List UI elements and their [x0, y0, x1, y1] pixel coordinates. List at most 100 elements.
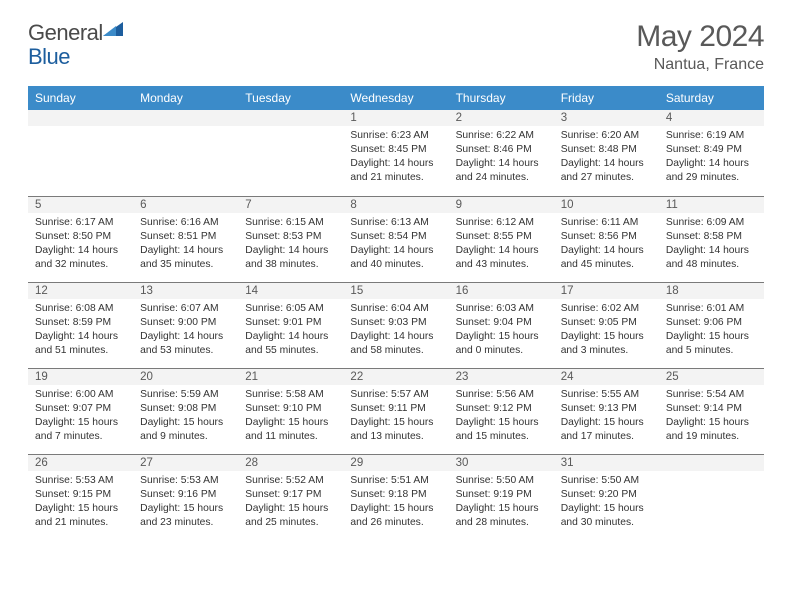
daylight-line-2: and 5 minutes. [666, 344, 757, 358]
calendar-day-cell: 1Sunrise: 6:23 AMSunset: 8:45 PMDaylight… [343, 110, 448, 196]
daylight-line-1: Daylight: 15 hours [456, 502, 547, 516]
day-number: 10 [554, 196, 659, 213]
daylight-line-1: Daylight: 14 hours [666, 244, 757, 258]
calendar-day-cell: 3Sunrise: 6:20 AMSunset: 8:48 PMDaylight… [554, 110, 659, 196]
calendar-day-cell: 14Sunrise: 6:05 AMSunset: 9:01 PMDayligh… [238, 282, 343, 368]
day-number: 3 [554, 110, 659, 126]
day-body: Sunrise: 6:16 AMSunset: 8:51 PMDaylight:… [133, 213, 238, 277]
day-number: 26 [28, 454, 133, 471]
calendar-day-cell: 18Sunrise: 6:01 AMSunset: 9:06 PMDayligh… [659, 282, 764, 368]
daylight-line-1: Daylight: 15 hours [350, 502, 441, 516]
daylight-line-2: and 28 minutes. [456, 516, 547, 530]
calendar-day-cell: 16Sunrise: 6:03 AMSunset: 9:04 PMDayligh… [449, 282, 554, 368]
daylight-line-1: Daylight: 14 hours [140, 244, 231, 258]
day-body: Sunrise: 6:07 AMSunset: 9:00 PMDaylight:… [133, 299, 238, 363]
day-number: 31 [554, 454, 659, 471]
day-number: 23 [449, 368, 554, 385]
daylight-line-2: and 19 minutes. [666, 430, 757, 444]
daylight-line-1: Daylight: 14 hours [561, 157, 652, 171]
daylight-line-2: and 48 minutes. [666, 258, 757, 272]
daylight-line-1: Daylight: 15 hours [561, 416, 652, 430]
sunrise-line: Sunrise: 6:22 AM [456, 129, 547, 143]
sunset-line: Sunset: 9:06 PM [666, 316, 757, 330]
calendar-day-cell: 19Sunrise: 6:00 AMSunset: 9:07 PMDayligh… [28, 368, 133, 454]
daylight-line-2: and 40 minutes. [350, 258, 441, 272]
daylight-line-1: Daylight: 14 hours [456, 157, 547, 171]
sunrise-line: Sunrise: 6:16 AM [140, 216, 231, 230]
sunrise-line: Sunrise: 6:04 AM [350, 302, 441, 316]
daylight-line-2: and 21 minutes. [35, 516, 126, 530]
daylight-line-2: and 32 minutes. [35, 258, 126, 272]
day-header: Sunday [28, 86, 133, 110]
sunrise-line: Sunrise: 5:57 AM [350, 388, 441, 402]
calendar-day-cell: 5Sunrise: 6:17 AMSunset: 8:50 PMDaylight… [28, 196, 133, 282]
calendar-day-cell: 13Sunrise: 6:07 AMSunset: 9:00 PMDayligh… [133, 282, 238, 368]
daylight-line-2: and 24 minutes. [456, 171, 547, 185]
day-body: Sunrise: 5:53 AMSunset: 9:15 PMDaylight:… [28, 471, 133, 535]
daylight-line-2: and 21 minutes. [350, 171, 441, 185]
daylight-line-2: and 26 minutes. [350, 516, 441, 530]
day-body: Sunrise: 6:05 AMSunset: 9:01 PMDaylight:… [238, 299, 343, 363]
sunrise-line: Sunrise: 6:13 AM [350, 216, 441, 230]
header: General May 2024 Nantua, France [28, 20, 764, 74]
daylight-line-2: and 43 minutes. [456, 258, 547, 272]
sunset-line: Sunset: 9:12 PM [456, 402, 547, 416]
day-body: Sunrise: 6:11 AMSunset: 8:56 PMDaylight:… [554, 213, 659, 277]
daylight-line-2: and 13 minutes. [350, 430, 441, 444]
day-number: 8 [343, 196, 448, 213]
sunset-line: Sunset: 9:13 PM [561, 402, 652, 416]
sunset-line: Sunset: 9:03 PM [350, 316, 441, 330]
daylight-line-2: and 0 minutes. [456, 344, 547, 358]
day-body: Sunrise: 5:54 AMSunset: 9:14 PMDaylight:… [659, 385, 764, 449]
sunrise-line: Sunrise: 5:52 AM [245, 474, 336, 488]
sunrise-line: Sunrise: 5:51 AM [350, 474, 441, 488]
sunrise-line: Sunrise: 5:54 AM [666, 388, 757, 402]
daylight-line-2: and 25 minutes. [245, 516, 336, 530]
sunset-line: Sunset: 9:11 PM [350, 402, 441, 416]
sunrise-line: Sunrise: 5:53 AM [140, 474, 231, 488]
daylight-line-2: and 45 minutes. [561, 258, 652, 272]
triangle-icon [103, 20, 125, 43]
sunrise-line: Sunrise: 6:01 AM [666, 302, 757, 316]
sunrise-line: Sunrise: 5:50 AM [561, 474, 652, 488]
calendar-day-cell: 9Sunrise: 6:12 AMSunset: 8:55 PMDaylight… [449, 196, 554, 282]
sunrise-line: Sunrise: 6:19 AM [666, 129, 757, 143]
daylight-line-2: and 27 minutes. [561, 171, 652, 185]
calendar-header-row: SundayMondayTuesdayWednesdayThursdayFrid… [28, 86, 764, 110]
sunrise-line: Sunrise: 6:12 AM [456, 216, 547, 230]
daylight-line-2: and 11 minutes. [245, 430, 336, 444]
day-body: Sunrise: 6:09 AMSunset: 8:58 PMDaylight:… [659, 213, 764, 277]
calendar-day-cell: 7Sunrise: 6:15 AMSunset: 8:53 PMDaylight… [238, 196, 343, 282]
daylight-line-1: Daylight: 15 hours [35, 416, 126, 430]
daylight-line-1: Daylight: 14 hours [35, 244, 126, 258]
sunrise-line: Sunrise: 5:50 AM [456, 474, 547, 488]
logo-text-part1: General [28, 20, 103, 45]
day-header: Tuesday [238, 86, 343, 110]
day-number: 14 [238, 282, 343, 299]
month-title: May 2024 [636, 20, 764, 54]
daylight-line-1: Daylight: 14 hours [350, 157, 441, 171]
daylight-line-2: and 38 minutes. [245, 258, 336, 272]
daylight-line-2: and 23 minutes. [140, 516, 231, 530]
calendar-day-cell: 25Sunrise: 5:54 AMSunset: 9:14 PMDayligh… [659, 368, 764, 454]
daylight-line-1: Daylight: 14 hours [245, 330, 336, 344]
daylight-line-1: Daylight: 14 hours [245, 244, 336, 258]
sunrise-line: Sunrise: 6:15 AM [245, 216, 336, 230]
calendar-table: SundayMondayTuesdayWednesdayThursdayFrid… [28, 86, 764, 540]
sunset-line: Sunset: 9:17 PM [245, 488, 336, 502]
sunrise-line: Sunrise: 6:08 AM [35, 302, 126, 316]
sunrise-line: Sunrise: 6:20 AM [561, 129, 652, 143]
day-body: Sunrise: 6:08 AMSunset: 8:59 PMDaylight:… [28, 299, 133, 363]
calendar-day-cell: 26Sunrise: 5:53 AMSunset: 9:15 PMDayligh… [28, 454, 133, 540]
sunset-line: Sunset: 8:45 PM [350, 143, 441, 157]
day-number: 19 [28, 368, 133, 385]
sunset-line: Sunset: 9:05 PM [561, 316, 652, 330]
daylight-line-1: Daylight: 15 hours [140, 502, 231, 516]
day-body: Sunrise: 6:00 AMSunset: 9:07 PMDaylight:… [28, 385, 133, 449]
daylight-line-1: Daylight: 15 hours [561, 330, 652, 344]
daylight-line-1: Daylight: 14 hours [35, 330, 126, 344]
day-body: Sunrise: 5:52 AMSunset: 9:17 PMDaylight:… [238, 471, 343, 535]
daylight-line-2: and 29 minutes. [666, 171, 757, 185]
calendar-day-cell: 30Sunrise: 5:50 AMSunset: 9:19 PMDayligh… [449, 454, 554, 540]
day-number: 21 [238, 368, 343, 385]
